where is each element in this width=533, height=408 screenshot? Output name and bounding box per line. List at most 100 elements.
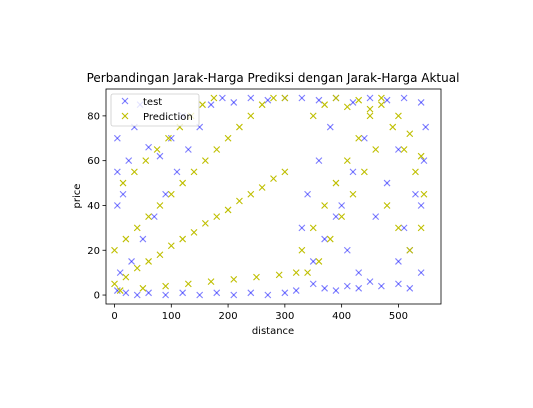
point-prediction: [372, 146, 380, 153]
point-test: [360, 134, 368, 142]
legend-marker-prediction: [121, 112, 129, 120]
point-prediction: [332, 94, 340, 102]
point-prediction: [400, 146, 408, 153]
point-prediction: [406, 130, 414, 138]
point-prediction: [116, 287, 124, 294]
point-test: [230, 99, 238, 106]
point-test: [315, 96, 323, 104]
y-tick-label: 0: [94, 291, 100, 302]
point-test: [173, 168, 181, 176]
point-prediction: [179, 235, 187, 243]
point-prediction: [111, 246, 118, 254]
point-test: [264, 96, 272, 104]
point-prediction: [122, 235, 130, 243]
point-prediction: [247, 112, 255, 120]
point-prediction: [165, 134, 172, 142]
y-axis: 0 20 40 60 80: [87, 111, 106, 302]
point-prediction: [395, 112, 402, 120]
point-prediction: [258, 184, 266, 191]
point-test: [400, 94, 408, 102]
point-prediction: [167, 190, 175, 198]
point-prediction: [156, 202, 164, 209]
x-tick-label: 200: [219, 311, 238, 322]
point-test: [145, 289, 152, 297]
point-test: [264, 291, 272, 299]
point-test: [417, 269, 425, 277]
point-test: [355, 269, 363, 277]
point-prediction: [338, 213, 346, 221]
point-prediction: [360, 168, 368, 176]
x-tick-label: 500: [389, 311, 408, 322]
point-test: [383, 179, 391, 187]
legend-box: [110, 93, 200, 127]
point-prediction: [281, 168, 289, 176]
point-test: [315, 157, 323, 165]
point-test: [326, 123, 334, 131]
point-prediction: [210, 94, 218, 102]
point-test: [400, 224, 408, 232]
point-prediction: [343, 157, 351, 165]
point-test: [349, 168, 357, 176]
point-test: [298, 224, 306, 232]
point-prediction: [122, 273, 130, 281]
point-prediction: [377, 94, 385, 102]
point-test: [150, 213, 158, 221]
point-test: [162, 291, 170, 299]
point-prediction: [417, 224, 425, 232]
point-test: [145, 143, 152, 151]
point-prediction: [406, 246, 414, 254]
point-prediction: [230, 275, 238, 283]
legend-label-test: test: [143, 97, 162, 108]
point-test: [133, 291, 141, 299]
point-prediction: [131, 168, 138, 176]
point-test: [338, 202, 346, 209]
point-prediction: [298, 246, 306, 254]
point-prediction: [321, 101, 328, 109]
point-prediction: [133, 224, 141, 232]
point-prediction: [224, 134, 232, 142]
point-test: [184, 146, 192, 153]
legend-x-test: [121, 97, 129, 105]
point-prediction: [167, 242, 175, 250]
point-test: [167, 134, 175, 142]
point-prediction: [258, 101, 266, 109]
point-test: [417, 99, 425, 106]
point-prediction: [224, 206, 232, 214]
point-prediction: [275, 271, 283, 279]
point-prediction: [139, 284, 147, 292]
point-prediction: [292, 269, 300, 277]
point-prediction: [309, 224, 317, 232]
point-test: [119, 190, 127, 198]
series-test: [113, 94, 430, 299]
point-prediction: [389, 123, 397, 131]
legend: test Prediction: [110, 93, 200, 127]
point-prediction: [355, 96, 363, 104]
point-prediction: [270, 94, 277, 102]
point-test: [349, 99, 357, 106]
point-test: [395, 258, 402, 265]
point-test: [247, 289, 255, 297]
point-prediction: [199, 101, 206, 109]
legend-x-prediction: [121, 112, 129, 120]
point-prediction: [145, 213, 152, 221]
point-test: [395, 280, 402, 288]
point-test: [420, 157, 428, 165]
point-test: [366, 94, 374, 102]
point-prediction: [377, 101, 385, 109]
y-tick-label: 40: [87, 201, 100, 212]
y-tick-label: 80: [87, 111, 100, 122]
point-prediction: [133, 264, 141, 272]
point-test: [298, 94, 306, 102]
point-test: [292, 287, 300, 294]
point-prediction: [201, 219, 209, 227]
point-prediction: [190, 168, 198, 176]
point-test: [343, 246, 351, 254]
point-prediction: [420, 190, 428, 198]
point-prediction: [326, 235, 334, 243]
point-prediction: [366, 112, 374, 120]
point-prediction: [349, 190, 357, 198]
point-test: [179, 289, 187, 297]
point-prediction: [270, 175, 277, 182]
point-test: [355, 284, 363, 292]
